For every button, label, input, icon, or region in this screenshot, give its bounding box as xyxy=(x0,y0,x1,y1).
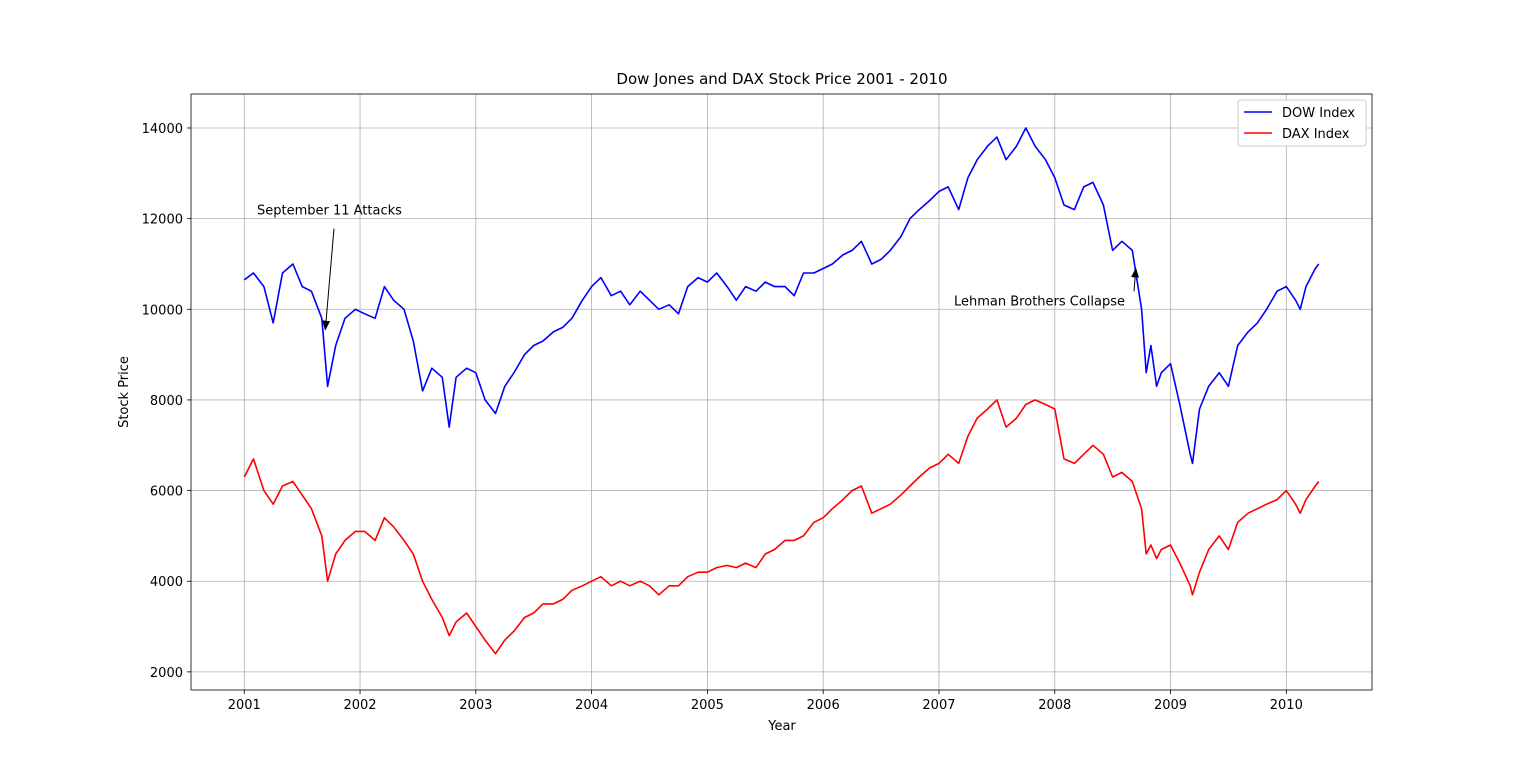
x-tick-label: 2004 xyxy=(575,698,608,713)
x-tick-label: 2008 xyxy=(1038,698,1071,713)
x-tick-label: 2010 xyxy=(1270,698,1303,713)
legend-label: DOW Index xyxy=(1282,106,1355,121)
x-tick-label: 2002 xyxy=(343,698,376,713)
legend: DOW Index DAX Index xyxy=(1237,99,1367,147)
y-tick-label: 4000 xyxy=(150,575,183,590)
y-tick-label: 14000 xyxy=(142,122,183,137)
y-axis-label: Stock Price xyxy=(117,356,132,428)
legend-label: DAX Index xyxy=(1282,127,1350,142)
y-tick-label: 2000 xyxy=(150,666,183,681)
x-tick-label: 2007 xyxy=(922,698,955,713)
x-tick-label: 2006 xyxy=(807,698,840,713)
chart-title: Dow Jones and DAX Stock Price 2001 - 201… xyxy=(616,70,947,88)
plot-frame xyxy=(190,93,1373,691)
x-tick-label: 2003 xyxy=(459,698,492,713)
annotation-text: September 11 Attacks xyxy=(257,204,402,219)
annotation-arrow xyxy=(1131,267,1140,292)
x-tick-label: 2009 xyxy=(1154,698,1187,713)
y-tick-label: 10000 xyxy=(142,303,183,318)
annotation-arrow xyxy=(322,228,335,331)
y-tick-label: 6000 xyxy=(150,485,183,500)
x-tick-label: 2001 xyxy=(228,698,261,713)
annotation-text: Lehman Brothers Collapse xyxy=(954,294,1125,309)
x-axis-label: Year xyxy=(767,719,796,734)
y-tick-label: 8000 xyxy=(150,394,183,409)
line-series xyxy=(243,127,1320,465)
x-tick-label: 2005 xyxy=(691,698,724,713)
y-tick-label: 12000 xyxy=(142,213,183,228)
line-series xyxy=(243,399,1320,655)
